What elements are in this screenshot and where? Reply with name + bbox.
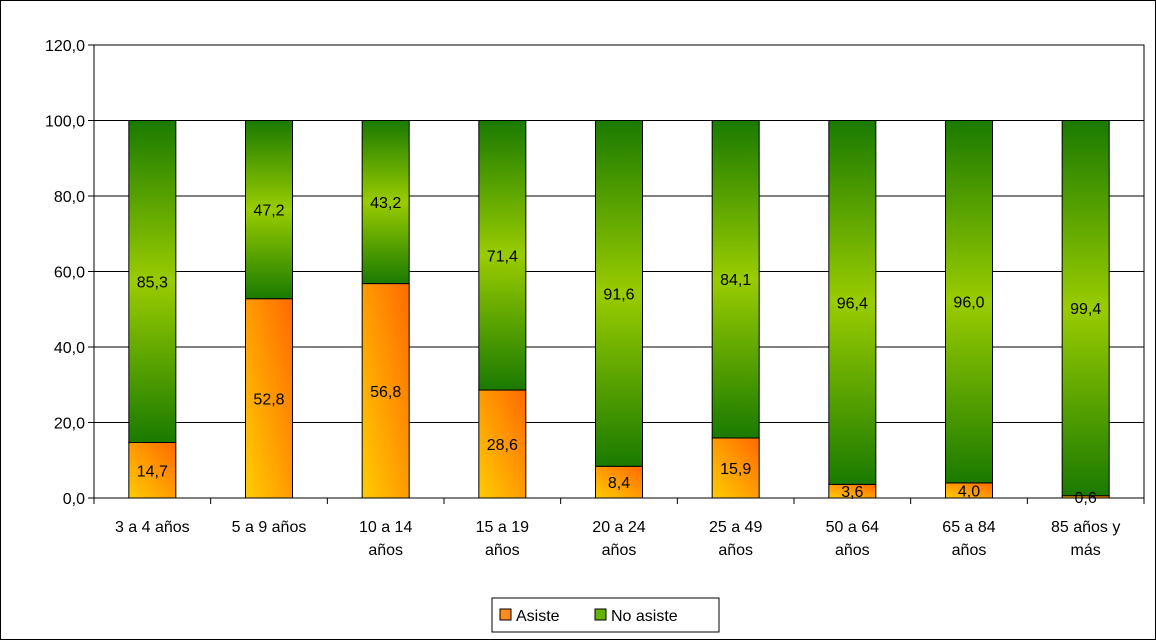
data-label: 15,9 [720,461,751,478]
y-tick-label: 120,0 [45,38,85,55]
bar-no-asiste [361,120,410,285]
data-label: 8,4 [608,475,630,492]
bar-asiste [361,283,410,499]
x-tick-label: 25 a 49 años [709,519,762,559]
y-tick-label: 80,0 [54,189,85,206]
data-label: 47,2 [253,203,284,220]
data-label: 96,0 [953,295,984,312]
data-label: 56,8 [370,384,401,401]
data-label: 43,2 [370,195,401,212]
x-tick-label: 85 años y más [1051,519,1120,559]
x-tick-label: 5 a 9 años [232,519,307,536]
legend-label-no-asiste: No asiste [611,608,678,625]
y-tick-label: 40,0 [54,340,85,357]
legend-label-asiste: Asiste [516,608,560,625]
data-label: 28,6 [487,437,518,454]
data-label: 91,6 [603,286,634,303]
bars [128,120,1110,499]
bar-asiste [478,389,527,499]
data-label: 84,1 [720,272,751,289]
legend: Asiste No asiste [491,597,720,633]
data-label: 96,4 [837,295,868,312]
bar-no-asiste [711,120,760,439]
x-tick-label: 65 a 84 años [942,519,995,559]
data-label: 4,0 [958,483,980,500]
x-tick-label: 20 a 24 años [592,519,645,559]
bar-asiste [128,442,177,499]
x-tick-label: 50 a 64 años [826,519,879,559]
bar-no-asiste [945,120,993,484]
x-axis-ticks: 3 a 4 años 5 a 9 años 10 a 14 años 15 a 19 añ… [93,498,1145,559]
data-labels: 14,7 85,3 52,8 47,2 56,8 43,2 28,6 71,4 8,4 91,6 1… [137,195,1102,507]
bar-no-asiste [828,120,877,485]
data-label: 99,4 [1070,301,1101,318]
bar-no-asiste [245,120,293,300]
y-tick-label: 60,0 [54,265,85,282]
bar-no-asiste [1061,120,1110,497]
y-tick-label: 20,0 [54,416,85,433]
data-label: 3,6 [841,484,863,501]
x-tick-label: 15 a 19 años [476,519,529,559]
data-label: 71,4 [487,248,518,265]
data-label: 14,7 [137,463,168,480]
y-axis-ticks: 0,0 20,0 40,0 60,0 80,0 100,0 120,0 [45,38,94,508]
bar-no-asiste [128,120,177,444]
y-tick-label: 0,0 [63,491,85,508]
bar-no-asiste [595,120,643,467]
data-label: 85,3 [137,275,168,292]
bar-asiste [595,465,643,499]
legend-swatch-asiste [499,608,512,621]
x-tick-label: 3 a 4 años [115,519,190,536]
data-label: 0,6 [1075,490,1097,507]
data-label: 52,8 [253,391,284,408]
legend-swatch-no-asiste [594,608,607,621]
x-tick-label: 10 a 14 años [359,519,412,559]
bar-no-asiste [478,120,527,391]
y-tick-label: 100,0 [45,114,85,131]
bar-asiste [711,437,760,499]
